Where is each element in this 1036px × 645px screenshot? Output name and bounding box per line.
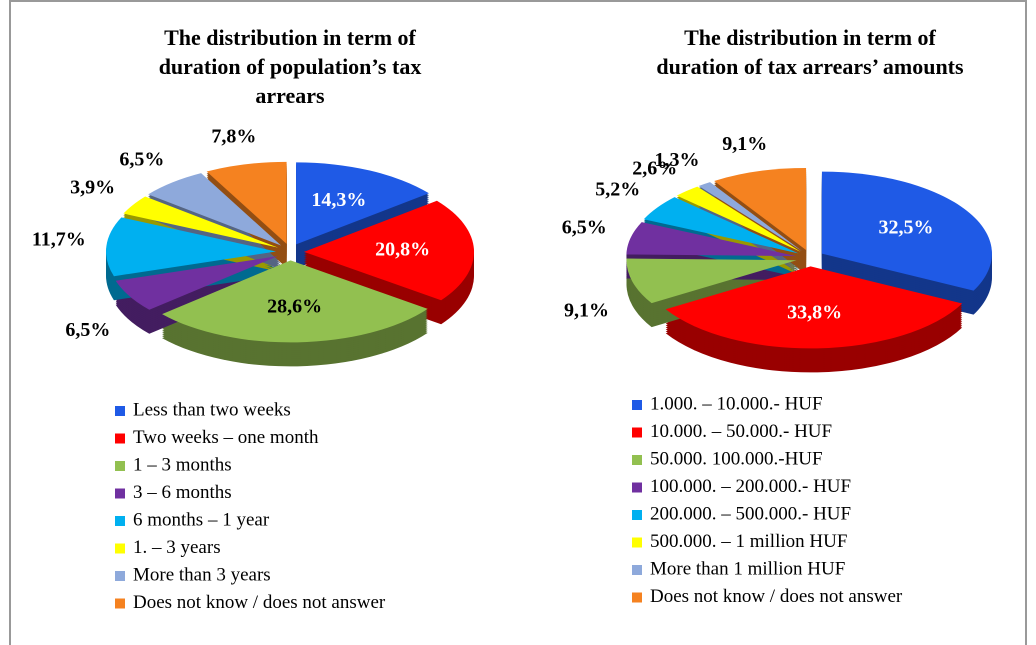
chart-title: arrears <box>255 83 325 108</box>
legend-label: Two weeks – one month <box>133 427 319 448</box>
legend-swatch <box>632 537 642 548</box>
slice <box>123 196 279 248</box>
legend-swatch <box>632 482 642 493</box>
legend-swatch <box>632 455 642 465</box>
legend-swatch <box>632 565 642 575</box>
data-label: 9,1% <box>564 299 609 321</box>
slice <box>296 162 429 245</box>
slice <box>148 173 282 246</box>
data-label: 33,8% <box>787 302 842 324</box>
slice <box>106 217 277 277</box>
data-label: 2,6% <box>632 157 677 179</box>
legend-label: Does not know / does not answer <box>650 586 903 607</box>
slice <box>303 200 474 301</box>
slice <box>206 161 287 244</box>
legend-label: Does not know / does not answer <box>133 592 386 613</box>
frame <box>9 0 1027 645</box>
data-label: 7,8% <box>211 126 256 148</box>
chart-title: The distribution in term of <box>684 25 936 50</box>
slice <box>626 258 797 304</box>
legend-swatch <box>632 592 642 603</box>
legend-swatch <box>115 433 125 444</box>
chart-title: The distribution in term of <box>164 25 416 50</box>
legend-swatch <box>115 571 125 581</box>
chart-title: duration of population’s tax <box>159 54 422 79</box>
data-label: 3,9% <box>70 176 115 198</box>
data-label: 6,5% <box>65 319 110 341</box>
legend-label: 1 – 3 months <box>133 454 232 475</box>
legend-swatch <box>115 516 125 526</box>
legend-label: 500.000. – 1 million HUF <box>650 531 847 552</box>
legend-swatch <box>115 406 125 416</box>
data-label: 6,5% <box>562 216 607 238</box>
data-label: 5,2% <box>595 178 640 200</box>
legend-label: 100.000. – 200.000.- HUF <box>650 476 851 497</box>
data-label: 28,6% <box>267 296 322 318</box>
slice <box>626 222 797 257</box>
data-label: 1,3% <box>654 149 699 171</box>
data-label: 11,7% <box>32 229 86 251</box>
data-label: 6,5% <box>119 148 164 170</box>
slice <box>821 171 992 291</box>
legend-label: More than 1 million HUF <box>650 558 845 579</box>
slice <box>115 256 278 310</box>
legend-swatch <box>115 543 125 554</box>
data-label: 14,3% <box>311 189 366 211</box>
legend-swatch <box>115 598 125 609</box>
slice <box>698 182 802 252</box>
legend-swatch <box>632 510 642 520</box>
legend-label: 3 – 6 months <box>133 482 232 503</box>
legend-label: 50.000. 100.000.-HUF <box>650 448 823 469</box>
legend-label: 1.000. – 10.000.- HUF <box>650 393 823 414</box>
legend-label: 1. – 3 years <box>133 537 221 558</box>
slice <box>162 260 428 343</box>
legend-swatch <box>115 488 125 499</box>
chart-title: duration of tax arrears’ amounts <box>656 54 964 79</box>
data-label: 32,5% <box>878 216 933 238</box>
legend-label: Less than two weeks <box>133 399 291 420</box>
data-label: 20,8% <box>375 238 430 260</box>
legend-swatch <box>115 461 125 471</box>
slice <box>665 266 963 349</box>
slice <box>643 197 799 254</box>
data-label: 9,1% <box>722 133 767 155</box>
legend-swatch <box>632 427 642 438</box>
legend-label: 200.000. – 500.000.- HUF <box>650 503 851 524</box>
slice <box>714 167 807 250</box>
legend-swatch <box>632 400 642 410</box>
legend-label: 10.000. – 50.000.- HUF <box>650 421 832 442</box>
legend-label: More than 3 years <box>133 564 271 585</box>
legend-label: 6 months – 1 year <box>133 509 270 530</box>
slice <box>676 186 801 252</box>
